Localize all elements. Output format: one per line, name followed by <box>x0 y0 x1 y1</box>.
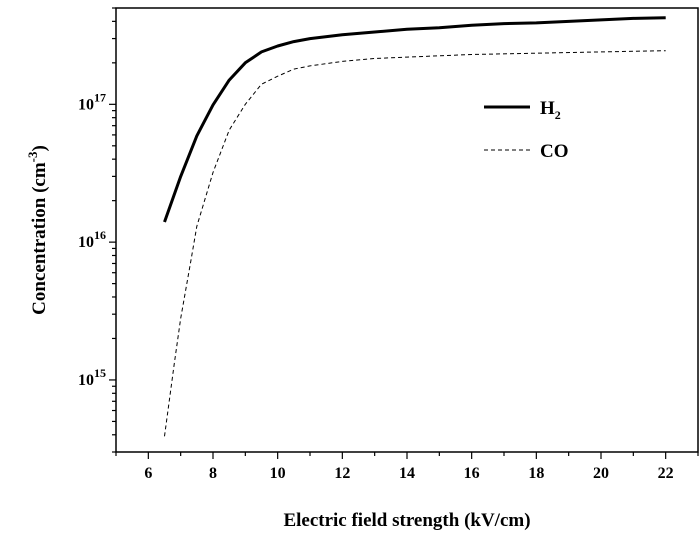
y-tick-label: 1017 <box>78 90 106 113</box>
x-tick-label: 22 <box>658 465 674 482</box>
y-tick-label: 1015 <box>78 366 106 389</box>
x-tick-label: 16 <box>464 465 480 482</box>
plot-frame <box>115 7 699 453</box>
y-tick-label: 1016 <box>78 228 106 251</box>
x-tick-label: 12 <box>334 465 350 482</box>
legend-label: H2 <box>540 98 561 122</box>
x-tick-label: 14 <box>399 465 415 482</box>
x-tick-label: 10 <box>270 465 286 482</box>
series-line-h2 <box>163 16 666 223</box>
y-axis-title: Concentration (cm-3) <box>25 145 50 315</box>
series-line-co <box>164 50 666 437</box>
legend-label: CO <box>540 141 569 162</box>
x-axis-title: Electric field strength (kV/cm) <box>283 510 530 531</box>
x-tick-label: 18 <box>528 465 544 482</box>
x-tick-label: 20 <box>593 465 609 482</box>
x-tick-label: 8 <box>209 465 217 482</box>
x-tick-label: 6 <box>144 465 152 482</box>
